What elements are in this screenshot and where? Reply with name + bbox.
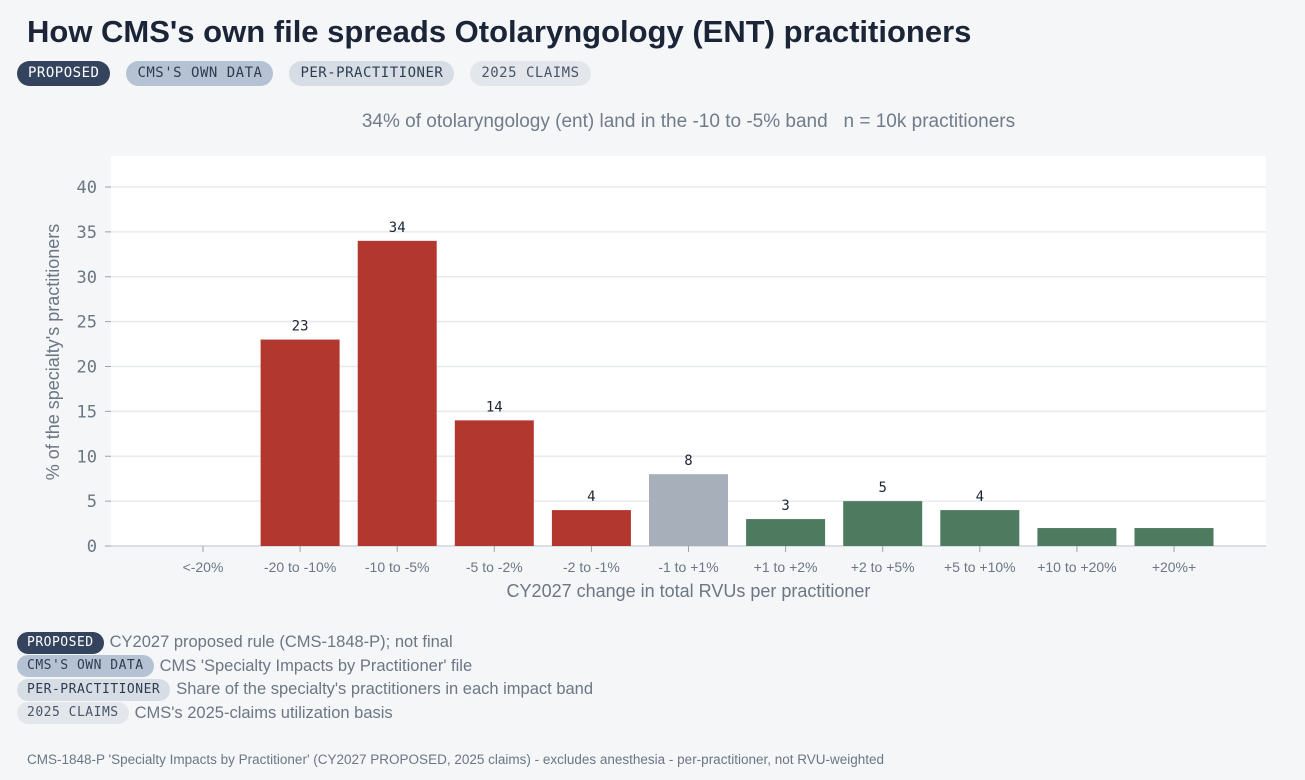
x-tick-label: <-20%: [183, 559, 224, 575]
tag-per-practitioner: PER-PRACTITIONER: [289, 61, 455, 86]
legend-item-proposed: PROPOSED CY2027 proposed rule (CMS-1848-…: [17, 631, 593, 655]
bar-value-label: 14: [486, 399, 503, 415]
bar: [357, 240, 437, 546]
y-tick-label: 20: [77, 358, 97, 378]
tag-2025-claims: 2025 CLAIMS: [470, 61, 591, 86]
x-tick-label: +2 to +5%: [851, 559, 915, 575]
y-tick-label: 10: [77, 447, 97, 467]
x-tick-label: -10 to -5%: [365, 559, 430, 575]
bar: [843, 501, 923, 546]
source-footnote: CMS-1848-P 'Specialty Impacts by Practit…: [27, 752, 885, 767]
subtitle-headline: 34% of otolaryngology (ent) land in the …: [361, 111, 828, 132]
bar-value-label: 3: [781, 498, 789, 514]
bar-value-label: 4: [976, 489, 984, 505]
y-tick-label: 25: [77, 313, 97, 333]
legend-tag-2025-claims: 2025 CLAIMS: [17, 702, 129, 725]
tag-row: PROPOSED CMS'S OWN DATA PER-PRACTITIONER…: [17, 61, 591, 86]
bar: [940, 510, 1020, 546]
x-tick-label: -20 to -10%: [264, 559, 336, 575]
x-axis-title: CY2027 change in total RVUs per practiti…: [507, 581, 871, 601]
x-tick-label: -2 to -1%: [563, 559, 620, 575]
x-tick-label: +20%+: [1152, 559, 1196, 575]
y-tick-label: 0: [87, 537, 97, 557]
y-tick-label: 40: [77, 178, 97, 198]
bar: [649, 474, 728, 546]
y-tick-label: 5: [87, 492, 97, 512]
y-tick-label: 15: [77, 402, 97, 422]
subtitle-n-label: n = 10k practitioners: [843, 111, 1016, 132]
legend-tag-cms-own-data: CMS'S OWN DATA: [17, 655, 154, 678]
y-tick-label: 30: [77, 268, 97, 288]
legend-text-2025-claims: CMS's 2025-claims utilization basis: [134, 703, 393, 722]
x-tick-label: +10 to +20%: [1037, 559, 1116, 575]
bar-value-label: 34: [389, 220, 406, 236]
bar: [1037, 528, 1117, 546]
bar: [454, 420, 534, 546]
tag-proposed: PROPOSED: [17, 61, 111, 86]
legend-text-cms-own-data: CMS 'Specialty Impacts by Practitioner' …: [159, 656, 473, 675]
bar: [1134, 528, 1214, 546]
x-tick-label: +1 to +2%: [754, 559, 818, 575]
bar-value-label: 8: [684, 453, 692, 469]
legend-text-per-practitioner: Share of the specialty's practitioners i…: [176, 680, 594, 699]
bar: [746, 519, 826, 546]
legend: PROPOSED CY2027 proposed rule (CMS-1848-…: [17, 631, 593, 725]
legend-item-per-practitioner: PER-PRACTITIONER Share of the specialty'…: [17, 678, 593, 702]
bar-value-label: 4: [587, 489, 595, 505]
bar: [551, 510, 631, 546]
legend-tag-proposed: PROPOSED: [17, 631, 104, 654]
legend-item-2025-claims: 2025 CLAIMS CMS's 2025-claims utilizatio…: [17, 702, 593, 726]
chart-subtitle: 34% of otolaryngology (ent) land in the …: [0, 111, 1305, 133]
legend-item-cms-own-data: CMS'S OWN DATA CMS 'Specialty Impacts by…: [17, 655, 593, 679]
x-tick-label: +5 to +10%: [944, 559, 1016, 575]
tag-cms-own-data: CMS'S OWN DATA: [126, 61, 274, 86]
x-tick-label: -5 to -2%: [466, 559, 523, 575]
x-tick-label: -1 to +1%: [658, 559, 718, 575]
page-title: How CMS's own file spreads Otolaryngolog…: [27, 14, 972, 49]
bar: [260, 339, 340, 546]
y-axis-title: % of the specialty's practitioners: [43, 224, 63, 481]
bar-value-label: 23: [292, 319, 309, 335]
y-tick-label: 35: [77, 223, 97, 243]
legend-tag-per-practitioner: PER-PRACTITIONER: [17, 678, 171, 701]
legend-text-proposed: CY2027 proposed rule (CMS-1848-P); not f…: [109, 633, 453, 652]
bar-value-label: 5: [878, 480, 886, 496]
